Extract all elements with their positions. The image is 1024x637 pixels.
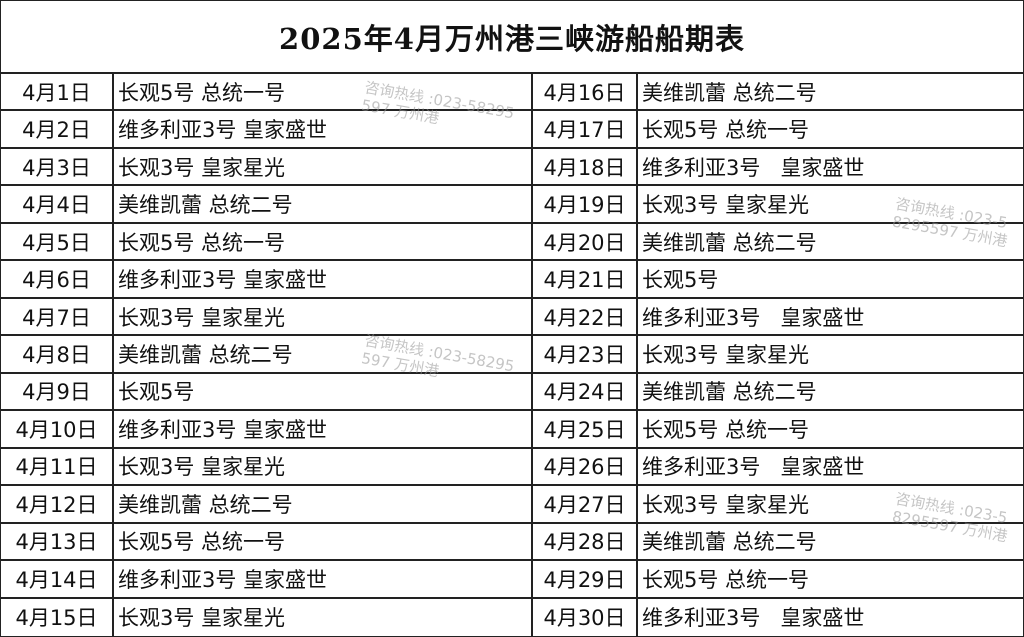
left-date-cell: 4月14日 — [1, 561, 114, 599]
right-ships-cell: 长观5号 总统一号 — [638, 561, 1023, 599]
right-ships-cell: 维多利亚3号 皇家盛世 — [642, 606, 865, 631]
right-date-cell: 4月19日 — [533, 186, 638, 224]
left-ships-cell: 长观5号 总统一号 — [114, 74, 533, 112]
left-date-cell: 4月1日 — [1, 74, 114, 112]
right-ships-cell: 长观5号 总统一号 — [638, 111, 1023, 149]
right-date-cell: 4月22日 — [533, 298, 638, 337]
right-date-cell: 4月29日 — [533, 561, 638, 599]
left-date-cell: 4月4日 — [1, 186, 114, 224]
right-date-cell: 4月18日 — [533, 148, 638, 187]
right-date-cell: 4月27日 — [533, 486, 638, 524]
right-date-cell: 4月16日 — [533, 74, 638, 112]
right-ships-cell: 长观5号 — [638, 261, 1023, 299]
left-ships-cell: 长观3号 皇家星光 — [114, 148, 533, 187]
left-ships-cell: 维多利亚3号 皇家盛世 — [114, 261, 533, 299]
right-ships-cell: 长观3号 皇家星光 — [638, 486, 1023, 524]
left-date-cell: 4月8日 — [1, 336, 114, 374]
left-ships-cell: 美维凯蕾 总统二号 — [114, 486, 533, 524]
page-title: 2025年4月万州港三峡游船船期表 — [1, 1, 1023, 74]
left-date-cell: 4月3日 — [1, 148, 114, 187]
right-ships-cell: 维多利亚3号 皇家盛世 — [638, 149, 1023, 187]
left-date-cell: 4月7日 — [1, 298, 114, 337]
left-ships-cell: 美维凯蕾 总统二号 — [114, 186, 533, 224]
left-ships-cell: 长观3号 皇家星光 — [114, 298, 533, 337]
left-date-cell: 4月13日 — [1, 523, 114, 562]
left-date-cell: 4月12日 — [1, 486, 114, 524]
left-ships-cell: 维多利亚3号 皇家盛世 — [114, 561, 533, 599]
left-date-cell: 4月15日 — [1, 598, 114, 636]
right-ships-cell: 美维凯蕾 总统二号 — [638, 74, 1023, 112]
right-date-cell: 4月24日 — [533, 373, 638, 412]
right-date-cell: 4月20日 — [533, 223, 638, 262]
right-date-cell: 4月23日 — [533, 336, 638, 374]
left-date-cell: 4月9日 — [1, 373, 114, 412]
left-date-cell: 4月5日 — [1, 223, 114, 262]
left-ships-cell: 维多利亚3号 皇家盛世 — [114, 411, 533, 449]
left-ships-cell: 长观5号 — [114, 373, 533, 412]
left-date-cell: 4月2日 — [1, 111, 114, 149]
right-ships-cell: 长观3号 皇家星光 — [638, 186, 1023, 224]
right-ships-cell: 美维凯蕾 总统二号 — [638, 374, 1023, 412]
left-date-cell: 4月10日 — [1, 411, 114, 449]
right-ships-cell: 长观5号 总统一号 — [638, 411, 1023, 449]
right-ships-cell: 维多利亚3号 皇家盛世 — [638, 449, 1023, 487]
schedule-table: 4月1日 长观5号 总统一号 4月16日 美维凯蕾 总统二号 4月2日 维多利亚3号 皇家… — [1, 74, 1023, 636]
left-ships-cell: 维多利亚3号 皇家盛世 — [114, 111, 533, 149]
right-date-cell: 4月25日 — [533, 411, 638, 449]
left-ships-cell: 长观3号 皇家星光 — [114, 448, 533, 487]
right-date-cell: 4月26日 — [533, 448, 638, 487]
right-ships-cell: 长观3号 皇家星光 — [638, 336, 1023, 374]
right-date-cell: 4月21日 — [533, 261, 638, 299]
left-ships-cell: 长观3号 皇家星光 — [114, 598, 533, 636]
left-ships-cell: 美维凯蕾 总统二号 — [114, 336, 533, 374]
left-ships-cell: 长观5号 总统一号 — [114, 523, 533, 562]
right-date-cell: 4月28日 — [533, 523, 638, 562]
left-date-cell: 4月6日 — [1, 261, 114, 299]
left-ships-cell: 长观5号 总统一号 — [114, 223, 533, 262]
right-ships-cell: 美维凯蕾 总统二号 — [638, 524, 1023, 562]
left-date-cell: 4月11日 — [1, 448, 114, 487]
right-date-cell: 4月30日 — [533, 598, 638, 636]
right-date-cell: 4月17日 — [533, 111, 638, 149]
right-ships-cell: 美维凯蕾 总统二号 — [638, 224, 1023, 262]
right-ships-cell: 维多利亚3号 皇家盛世 — [638, 299, 1023, 337]
